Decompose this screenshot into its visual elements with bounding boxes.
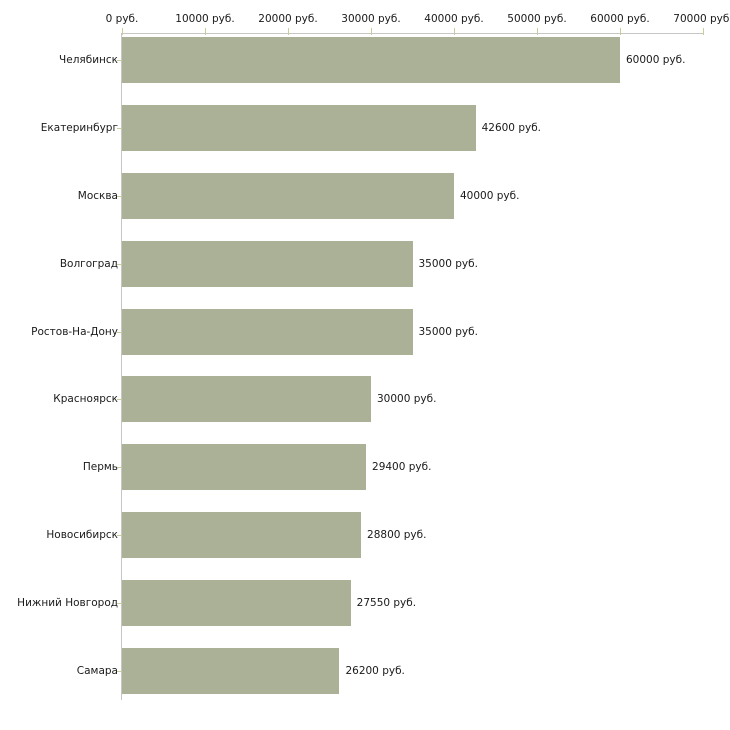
bar xyxy=(122,105,476,152)
x-axis-tick-mark xyxy=(371,28,372,35)
bar xyxy=(122,240,413,287)
value-label: 27550 руб. xyxy=(356,596,417,609)
x-axis-tick-mark xyxy=(205,28,206,35)
bar xyxy=(122,647,340,694)
category-label: Нижний Новгород xyxy=(17,596,118,609)
category-label: Красноярск xyxy=(53,393,118,406)
x-axis-tick-label: 0 руб. xyxy=(105,13,139,25)
y-axis-line xyxy=(121,33,122,700)
value-label: 28800 руб. xyxy=(367,529,427,541)
value-label: 30000 руб. xyxy=(377,393,437,406)
x-axis-tick-label: 30000 руб. xyxy=(341,13,401,25)
bar xyxy=(122,579,351,626)
y-axis-tick-mark xyxy=(117,399,121,400)
x-axis-tick-label: 70000 руб. xyxy=(673,13,730,25)
category-label: Москва xyxy=(77,190,118,202)
y-axis-tick-mark xyxy=(117,196,121,197)
x-axis-tick-mark xyxy=(122,28,123,35)
category-label: Новосибирск xyxy=(46,529,118,541)
y-axis-tick-mark xyxy=(117,603,121,604)
bar xyxy=(122,444,367,491)
bar xyxy=(122,173,454,219)
category-label: Екатеринбург xyxy=(40,122,118,135)
x-axis-tick-label: 10000 руб. xyxy=(175,13,235,25)
x-axis-tick-mark xyxy=(288,28,289,35)
bar xyxy=(122,308,413,355)
category-label: Волгоград xyxy=(59,257,118,270)
value-label: 35000 руб. xyxy=(418,257,478,270)
value-label: 42600 руб. xyxy=(481,122,542,135)
x-axis-line xyxy=(121,33,704,34)
x-axis-tick-mark xyxy=(620,28,621,35)
x-axis-tick-label: 20000 руб. xyxy=(258,13,318,25)
bar xyxy=(122,376,371,423)
y-axis-tick-mark xyxy=(117,467,121,468)
y-axis-tick-mark xyxy=(117,332,121,333)
x-axis-tick-mark xyxy=(454,28,455,35)
y-axis-tick-mark xyxy=(117,264,121,265)
y-axis-tick-mark xyxy=(117,60,121,61)
category-label: Самара xyxy=(76,664,118,677)
value-label: 40000 руб. xyxy=(460,190,520,202)
bar xyxy=(122,512,362,558)
y-axis-tick-mark xyxy=(117,535,121,536)
value-label: 35000 руб. xyxy=(418,325,478,338)
value-label: 60000 руб. xyxy=(626,54,686,67)
value-label: 26200 руб. xyxy=(345,664,405,677)
bar xyxy=(122,37,620,84)
x-axis-tick-label: 40000 руб. xyxy=(424,13,484,25)
y-axis-tick-mark xyxy=(117,128,121,129)
category-label: Челябинск xyxy=(59,54,118,67)
x-axis-tick-label: 50000 руб. xyxy=(507,13,567,25)
x-axis-tick-label: 60000 руб. xyxy=(590,13,650,25)
category-label: Пермь xyxy=(82,461,118,474)
x-axis-tick-mark xyxy=(703,28,704,35)
value-label: 29400 руб. xyxy=(372,461,432,474)
y-axis-tick-mark xyxy=(117,671,121,672)
x-axis-tick-mark xyxy=(537,28,538,35)
category-label: Ростов-На-Дону xyxy=(31,325,118,338)
